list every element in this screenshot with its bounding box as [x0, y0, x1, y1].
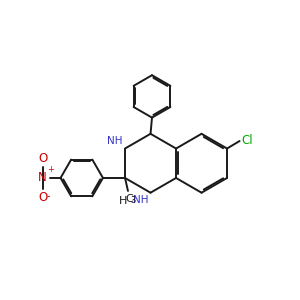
Text: O: O [38, 152, 47, 165]
Text: C: C [125, 194, 133, 205]
Text: Cl: Cl [242, 134, 253, 147]
Text: 3: 3 [130, 196, 136, 205]
Text: H: H [119, 196, 128, 206]
Text: NH: NH [133, 195, 148, 205]
Text: NH: NH [107, 136, 123, 146]
Text: -: - [47, 191, 50, 201]
Text: O: O [38, 191, 47, 204]
Text: +: + [47, 165, 54, 174]
Text: N: N [38, 172, 47, 184]
